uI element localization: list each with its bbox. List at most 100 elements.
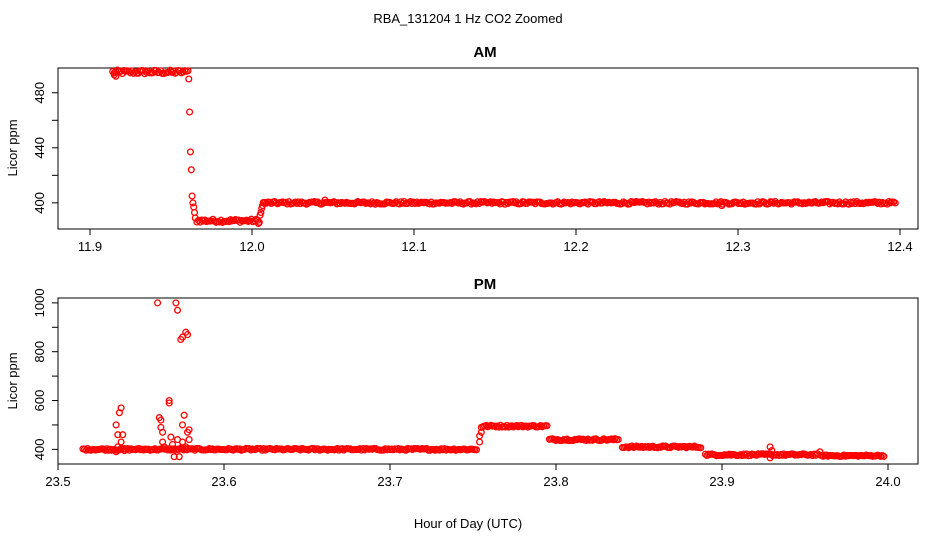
am-data-point bbox=[186, 148, 194, 156]
pm-data-point bbox=[170, 453, 178, 461]
pm-data-point bbox=[394, 444, 402, 453]
am-data-point bbox=[190, 208, 199, 217]
pm-data-point bbox=[114, 443, 122, 451]
pm-x-tick-label: 24.0 bbox=[875, 474, 900, 489]
pm-plot-frame bbox=[57, 297, 919, 465]
x-axis-title: Hour of Day (UTC) bbox=[414, 516, 522, 531]
pm-x-tick-label: 23.6 bbox=[211, 474, 236, 489]
am-x-tick-label: 12.2 bbox=[563, 239, 588, 254]
am-data-point bbox=[494, 199, 503, 207]
pm-y-tick-label: 800 bbox=[32, 341, 47, 363]
pm-data-point bbox=[82, 446, 90, 454]
pm-data-point bbox=[119, 431, 127, 439]
pm-data-point bbox=[157, 416, 165, 424]
am-data-point bbox=[189, 199, 197, 207]
pm-data-point bbox=[167, 433, 175, 441]
pm-x-tick-label: 23.9 bbox=[709, 474, 734, 489]
pm-data-point bbox=[296, 446, 305, 454]
am-plot-frame bbox=[57, 67, 919, 230]
pm-y-axis: 400 600 800 1000 bbox=[32, 288, 58, 460]
am-data-point bbox=[891, 199, 899, 207]
am-data-point bbox=[168, 68, 176, 76]
pm-x-tick-label: 23.8 bbox=[543, 474, 568, 489]
am-data-point bbox=[301, 199, 309, 207]
pm-data-point bbox=[271, 446, 279, 454]
pm-x-tick-label: 23.5 bbox=[45, 474, 70, 489]
am-data-point bbox=[246, 217, 254, 225]
am-data-point bbox=[257, 208, 265, 217]
am-data-point bbox=[242, 216, 251, 224]
pm-data-point bbox=[766, 443, 774, 451]
pm-data-point bbox=[114, 431, 122, 439]
am-y-tick-label: 440 bbox=[32, 137, 47, 159]
am-data-point bbox=[191, 214, 199, 222]
am-data-point bbox=[488, 199, 496, 207]
pm-data-point bbox=[517, 421, 525, 429]
pm-y-tick-label: 1000 bbox=[32, 288, 47, 317]
am-data-point bbox=[885, 198, 893, 206]
am-data-point bbox=[846, 198, 855, 206]
pm-data-point bbox=[753, 451, 761, 459]
pm-data-point bbox=[112, 421, 120, 429]
am-data-point bbox=[850, 198, 858, 206]
am-data-point bbox=[558, 199, 567, 208]
pm-data-points bbox=[79, 299, 888, 462]
pm-y-tick-label: 600 bbox=[32, 390, 47, 412]
pm-data-point bbox=[628, 442, 636, 450]
am-data-point bbox=[259, 199, 267, 207]
am-x-tick-label: 12.3 bbox=[725, 239, 750, 254]
pm-data-point bbox=[159, 428, 167, 436]
figure-title: RBA_131204 1 Hz CO2 Zoomed bbox=[373, 11, 562, 26]
pm-data-point bbox=[165, 399, 173, 407]
am-data-point bbox=[165, 68, 173, 76]
am-data-point bbox=[398, 199, 407, 207]
pm-data-point bbox=[258, 446, 266, 454]
am-data-point bbox=[210, 217, 219, 225]
am-y-axis: 400 440 480 bbox=[32, 82, 58, 214]
pm-data-point bbox=[697, 444, 705, 452]
pm-data-point bbox=[501, 423, 509, 431]
am-data-point bbox=[390, 199, 399, 207]
pm-data-point bbox=[117, 438, 125, 446]
am-data-point bbox=[840, 200, 848, 208]
pm-data-point bbox=[173, 306, 182, 314]
pm-data-point bbox=[309, 444, 317, 453]
am-data-point bbox=[294, 198, 303, 206]
am-data-point bbox=[595, 198, 603, 206]
am-data-point bbox=[685, 198, 693, 206]
am-data-point bbox=[336, 200, 344, 208]
pm-data-point bbox=[768, 447, 776, 455]
am-data-point bbox=[547, 199, 555, 207]
pm-x-tick-label: 23.7 bbox=[377, 474, 402, 489]
pm-data-point bbox=[168, 445, 177, 453]
am-data-point bbox=[266, 198, 274, 206]
pm-data-point bbox=[160, 443, 168, 451]
am-data-point bbox=[184, 67, 192, 75]
pm-data-point bbox=[154, 299, 162, 307]
am-data-point bbox=[678, 200, 687, 208]
pm-data-point bbox=[185, 426, 193, 434]
pm-data-point bbox=[177, 444, 185, 452]
pm-data-point bbox=[440, 445, 449, 453]
am-data-point bbox=[566, 200, 575, 208]
am-y-tick-label: 400 bbox=[32, 192, 47, 214]
am-data-point bbox=[413, 198, 421, 206]
am-x-tick-label: 12.1 bbox=[401, 239, 426, 254]
am-x-tick-label: 12.4 bbox=[887, 239, 912, 254]
pm-data-point bbox=[360, 446, 369, 454]
pm-data-point bbox=[476, 432, 484, 440]
am-data-point bbox=[598, 199, 607, 207]
am-data-point bbox=[410, 198, 418, 206]
am-data-point bbox=[786, 199, 794, 207]
am-data-point bbox=[112, 72, 120, 80]
pm-data-point bbox=[359, 444, 367, 453]
pm-data-point bbox=[172, 299, 180, 307]
am-data-point bbox=[426, 200, 434, 208]
am-data-point bbox=[710, 199, 719, 208]
pm-data-point bbox=[168, 440, 177, 449]
am-data-point bbox=[187, 166, 195, 174]
am-data-point bbox=[207, 217, 215, 225]
am-data-point bbox=[718, 202, 726, 210]
pm-data-point bbox=[816, 448, 824, 456]
pm-data-point bbox=[165, 396, 173, 405]
